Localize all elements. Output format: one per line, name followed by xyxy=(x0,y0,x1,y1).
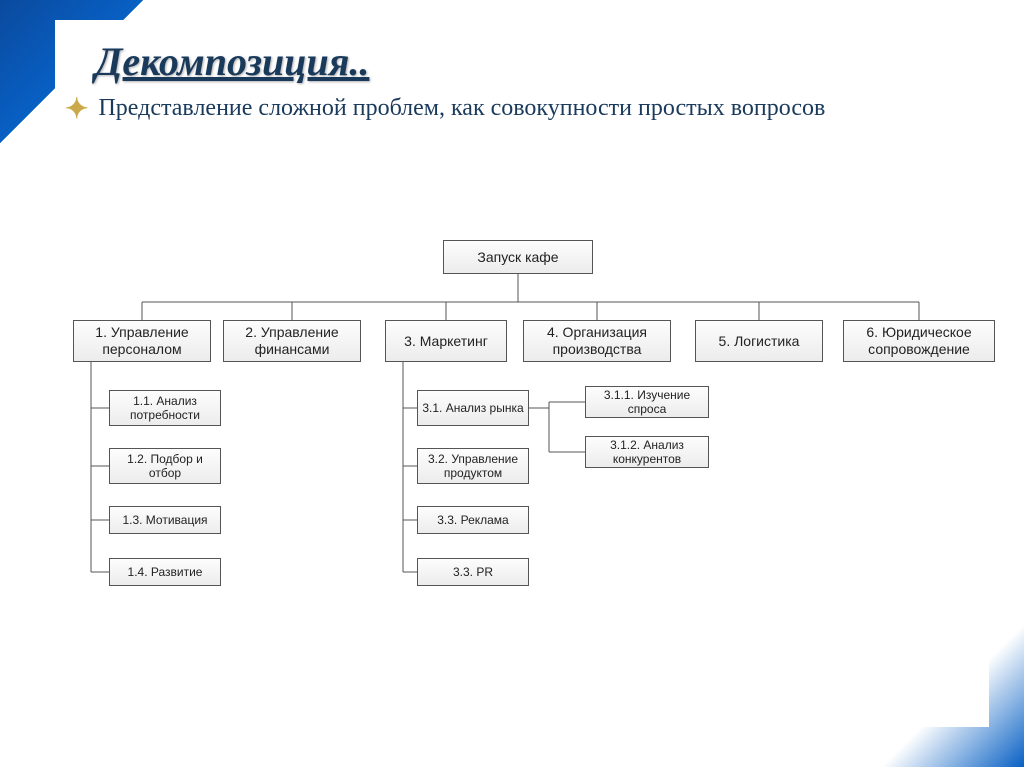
tree-node: 1.4. Развитие xyxy=(109,558,221,586)
content-area: Декомпозиция.. ✦ Представление сложной п… xyxy=(55,20,989,727)
slide-title: Декомпозиция.. xyxy=(95,38,989,85)
tree-diagram: Запуск кафе 1. Управление персоналом 2. Уп… xyxy=(55,180,1015,680)
tree-node: 1.1. Анализ потребности xyxy=(109,390,221,426)
tree-node: 6. Юридическое сопровождение xyxy=(843,320,995,362)
tree-node: 3.3. Реклама xyxy=(417,506,529,534)
tree-node: 3.3. PR xyxy=(417,558,529,586)
tree-node: 3.1.2. Анализ конкурентов xyxy=(585,436,709,468)
bullet-icon: ✦ xyxy=(65,95,88,123)
tree-node: 2. Управление финансами xyxy=(223,320,361,362)
tree-node: 3. Маркетинг xyxy=(385,320,507,362)
tree-node: 1.3. Мотивация xyxy=(109,506,221,534)
slide-subtitle: Представление сложной проблем, как совок… xyxy=(98,93,825,124)
tree-node: 3.1.1. Изучение спроса xyxy=(585,386,709,418)
slide: Декомпозиция.. ✦ Представление сложной п… xyxy=(0,0,1024,767)
tree-node: 1.2. Подбор и отбор xyxy=(109,448,221,484)
tree-node: 4. Организация производства xyxy=(523,320,671,362)
tree-node: Запуск кафе xyxy=(443,240,593,274)
tree-node: 3.2. Управление продуктом xyxy=(417,448,529,484)
tree-node: 3.1. Анализ рынка xyxy=(417,390,529,426)
subtitle-row: ✦ Представление сложной проблем, как сов… xyxy=(65,93,989,124)
bg-edge-top xyxy=(0,0,1024,10)
tree-node: 1. Управление персоналом xyxy=(73,320,211,362)
tree-node: 5. Логистика xyxy=(695,320,823,362)
